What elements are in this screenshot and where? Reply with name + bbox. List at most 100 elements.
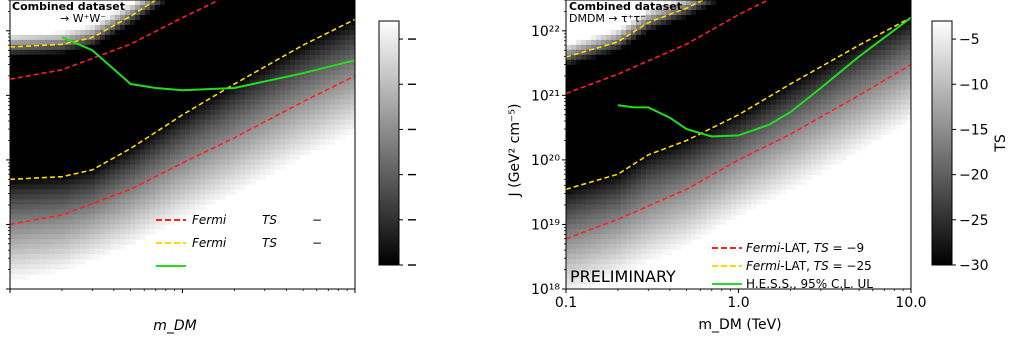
heatmap-cell bbox=[711, 199, 717, 205]
heatmap-cell bbox=[195, 179, 201, 185]
heatmap-cell bbox=[701, 29, 707, 36]
heatmap-cell bbox=[761, 29, 767, 36]
heatmap-cell bbox=[746, 94, 752, 101]
heatmap-cell bbox=[180, 184, 186, 190]
heatmap-cell bbox=[621, 144, 627, 151]
heatmap-cell bbox=[726, 129, 732, 136]
heatmap-cell bbox=[280, 134, 286, 141]
heatmap-cell bbox=[150, 59, 156, 66]
heatmap-cell bbox=[641, 204, 647, 210]
heatmap-cell bbox=[711, 139, 717, 146]
heatmap-cell bbox=[75, 74, 81, 81]
heatmap-cell bbox=[606, 94, 612, 101]
heatmap-cell bbox=[180, 119, 186, 126]
heatmap-cell bbox=[65, 224, 71, 230]
heatmap-cell bbox=[80, 94, 86, 101]
heatmap-cell bbox=[581, 129, 587, 136]
heatmap-cell bbox=[661, 174, 667, 180]
heatmap-cell bbox=[756, 19, 762, 26]
heatmap-cell bbox=[80, 249, 86, 255]
left-legend: Fermi TS − Fermi TS − bbox=[156, 213, 322, 267]
heatmap-cell bbox=[350, 59, 355, 66]
heatmap-cell bbox=[45, 209, 51, 215]
heatmap-cell bbox=[30, 89, 36, 96]
heatmap-cell bbox=[335, 69, 341, 76]
heatmap-cell bbox=[330, 139, 336, 146]
heatmap-cell bbox=[681, 184, 687, 190]
heatmap-cell bbox=[756, 174, 762, 180]
heatmap-cell bbox=[335, 79, 341, 86]
heatmap-cell bbox=[325, 59, 331, 66]
heatmap-cell bbox=[671, 34, 677, 41]
heatmap-cell bbox=[330, 59, 336, 66]
heatmap-cell bbox=[30, 134, 36, 141]
heatmap-cell bbox=[621, 24, 627, 31]
heatmap-cell bbox=[150, 194, 156, 200]
heatmap-cell bbox=[591, 154, 597, 161]
heatmap-cell bbox=[706, 0, 712, 6]
heatmap-cell bbox=[616, 264, 622, 270]
heatmap-cell bbox=[160, 29, 166, 36]
heatmap-cell bbox=[686, 219, 692, 225]
heatmap-cell bbox=[691, 109, 697, 116]
heatmap-cell bbox=[736, 124, 742, 131]
heatmap-cell bbox=[771, 19, 777, 26]
heatmap-cell bbox=[320, 134, 326, 141]
heatmap-cell bbox=[260, 134, 266, 141]
heatmap-cell bbox=[611, 199, 617, 205]
heatmap-cell bbox=[616, 239, 622, 245]
heatmap-cell bbox=[315, 29, 321, 36]
heatmap-cell bbox=[631, 149, 637, 156]
heatmap-cell bbox=[260, 0, 266, 6]
heatmap-cell bbox=[250, 39, 256, 46]
heatmap-cell bbox=[95, 104, 101, 111]
heatmap-cell bbox=[195, 169, 201, 175]
heatmap-cell bbox=[15, 134, 21, 141]
heatmap-cell bbox=[756, 139, 762, 146]
heatmap-cell bbox=[15, 119, 21, 126]
heatmap-cell bbox=[50, 179, 56, 185]
heatmap-cell bbox=[70, 134, 76, 141]
heatmap-cell bbox=[10, 214, 16, 220]
heatmap-cell bbox=[581, 224, 587, 230]
heatmap-cell bbox=[616, 164, 622, 171]
heatmap-cell bbox=[145, 124, 151, 131]
heatmap-cell bbox=[60, 154, 66, 161]
heatmap-cell bbox=[676, 134, 682, 141]
heatmap-cell bbox=[25, 194, 31, 200]
heatmap-cell bbox=[110, 84, 116, 91]
heatmap-cell bbox=[576, 54, 582, 61]
heatmap-cell bbox=[566, 159, 572, 166]
heatmap-cell bbox=[621, 99, 627, 106]
heatmap-cell bbox=[721, 214, 727, 220]
heatmap-cell bbox=[646, 179, 652, 185]
heatmap-cell bbox=[576, 209, 582, 215]
heatmap-cell bbox=[686, 34, 692, 41]
heatmap-cell bbox=[90, 254, 96, 260]
heatmap-cell bbox=[125, 69, 131, 76]
heatmap-cell bbox=[90, 119, 96, 126]
heatmap-cell bbox=[721, 29, 727, 36]
heatmap-cell bbox=[175, 34, 181, 41]
heatmap-cell bbox=[611, 154, 617, 161]
heatmap-cell bbox=[616, 244, 622, 250]
heatmap-cell bbox=[771, 134, 777, 141]
heatmap-cell bbox=[70, 224, 76, 230]
heatmap-cell bbox=[170, 139, 176, 146]
heatmap-cell bbox=[300, 54, 306, 61]
heatmap-cell bbox=[70, 159, 76, 166]
heatmap-cell bbox=[731, 59, 737, 66]
heatmap-cell bbox=[120, 109, 126, 116]
heatmap-cell bbox=[110, 124, 116, 131]
heatmap-cell bbox=[681, 44, 687, 51]
heatmap-cell bbox=[761, 59, 767, 66]
heatmap-cell bbox=[180, 74, 186, 81]
heatmap-cell bbox=[210, 124, 216, 131]
heatmap-cell bbox=[641, 19, 647, 26]
heatmap-cell bbox=[195, 104, 201, 111]
heatmap-cell bbox=[591, 49, 597, 56]
heatmap-cell bbox=[110, 214, 116, 220]
heatmap-cell bbox=[716, 79, 722, 86]
heatmap-cell bbox=[160, 114, 166, 121]
heatmap-cell bbox=[586, 64, 592, 71]
